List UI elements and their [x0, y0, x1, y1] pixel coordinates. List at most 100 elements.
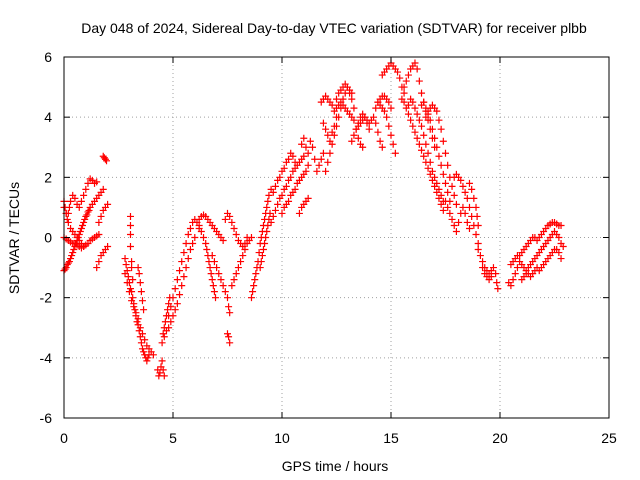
data-point [138, 330, 146, 338]
data-point [493, 279, 501, 287]
data-point [136, 324, 144, 332]
data-point [140, 306, 148, 314]
data-point [212, 294, 220, 302]
data-point [328, 140, 336, 148]
data-point [160, 372, 168, 380]
data-point [433, 143, 441, 151]
data-point [125, 288, 133, 296]
data-point [463, 218, 471, 226]
data-point [313, 167, 321, 175]
data-point [241, 246, 249, 254]
data-point [126, 285, 134, 293]
data-point [173, 276, 181, 284]
data-point [372, 119, 380, 127]
data-point [315, 161, 323, 169]
data-point [203, 246, 211, 254]
data-point [415, 140, 423, 148]
data-point [134, 264, 142, 272]
data-point [80, 191, 88, 199]
y-tick-label: -4 [40, 350, 53, 366]
data-point [269, 212, 277, 220]
data-point [457, 176, 465, 184]
data-point [97, 212, 105, 220]
data-point [271, 206, 279, 214]
data-point [230, 276, 238, 284]
data-point [330, 131, 338, 139]
data-point [264, 197, 272, 205]
data-point [104, 200, 112, 208]
data-point [121, 255, 129, 263]
data-point [103, 157, 111, 165]
data-point [208, 276, 216, 284]
data-point [413, 110, 421, 118]
data-point [135, 270, 143, 278]
data-point [468, 185, 476, 193]
data-point [210, 258, 218, 266]
data-point [557, 255, 565, 263]
x-axis-label: GPS time / hours [282, 458, 389, 474]
data-point [282, 182, 290, 190]
data-point [128, 297, 136, 305]
data-point [182, 240, 190, 248]
data-point [263, 203, 271, 211]
data-point [474, 246, 482, 254]
data-point [489, 264, 497, 272]
data-point [247, 294, 255, 302]
data-point [387, 131, 395, 139]
data-point [350, 116, 358, 124]
data-point [256, 264, 264, 272]
data-point [68, 252, 76, 260]
data-point [171, 306, 179, 314]
data-point [158, 339, 166, 347]
data-point [225, 303, 233, 311]
data-point [402, 77, 410, 85]
data-point [522, 270, 530, 278]
data-point [83, 211, 91, 219]
data-point [160, 333, 168, 341]
data-point [278, 209, 286, 217]
data-point [95, 230, 103, 238]
data-point [269, 188, 277, 196]
data-point [442, 179, 449, 187]
y-tick-label: 4 [44, 109, 52, 125]
data-point [182, 264, 190, 272]
data-point [459, 203, 467, 211]
data-point [444, 161, 452, 169]
data-point [232, 230, 240, 238]
data-point [555, 234, 563, 241]
x-tick-label: 0 [60, 430, 68, 446]
data-point [176, 267, 184, 275]
data-point [418, 122, 426, 130]
data-point [346, 89, 354, 97]
data-point [274, 200, 282, 208]
data-point [385, 122, 393, 130]
data-point [335, 113, 343, 121]
data-point [435, 185, 443, 193]
data-point [400, 83, 408, 91]
data-point [159, 366, 167, 374]
data-point [251, 276, 259, 284]
data-point [167, 303, 175, 311]
data-point [132, 309, 140, 317]
data-point [77, 197, 85, 205]
data-point [444, 188, 452, 196]
data-point [492, 270, 500, 278]
data-point [431, 134, 439, 142]
data-point [228, 282, 236, 290]
data-point [465, 203, 473, 211]
data-point [63, 215, 71, 223]
data-point [324, 131, 332, 139]
data-point [365, 125, 373, 133]
data-point [513, 264, 521, 272]
data-point [169, 294, 177, 302]
data-point [435, 152, 443, 160]
data-point [176, 291, 184, 299]
data-point [302, 167, 310, 175]
data-point [224, 294, 231, 302]
data-point [64, 218, 72, 226]
data-point [221, 215, 229, 223]
data-point [126, 230, 134, 238]
data-point [255, 249, 263, 257]
data-point [224, 330, 231, 338]
data-point [82, 185, 90, 193]
